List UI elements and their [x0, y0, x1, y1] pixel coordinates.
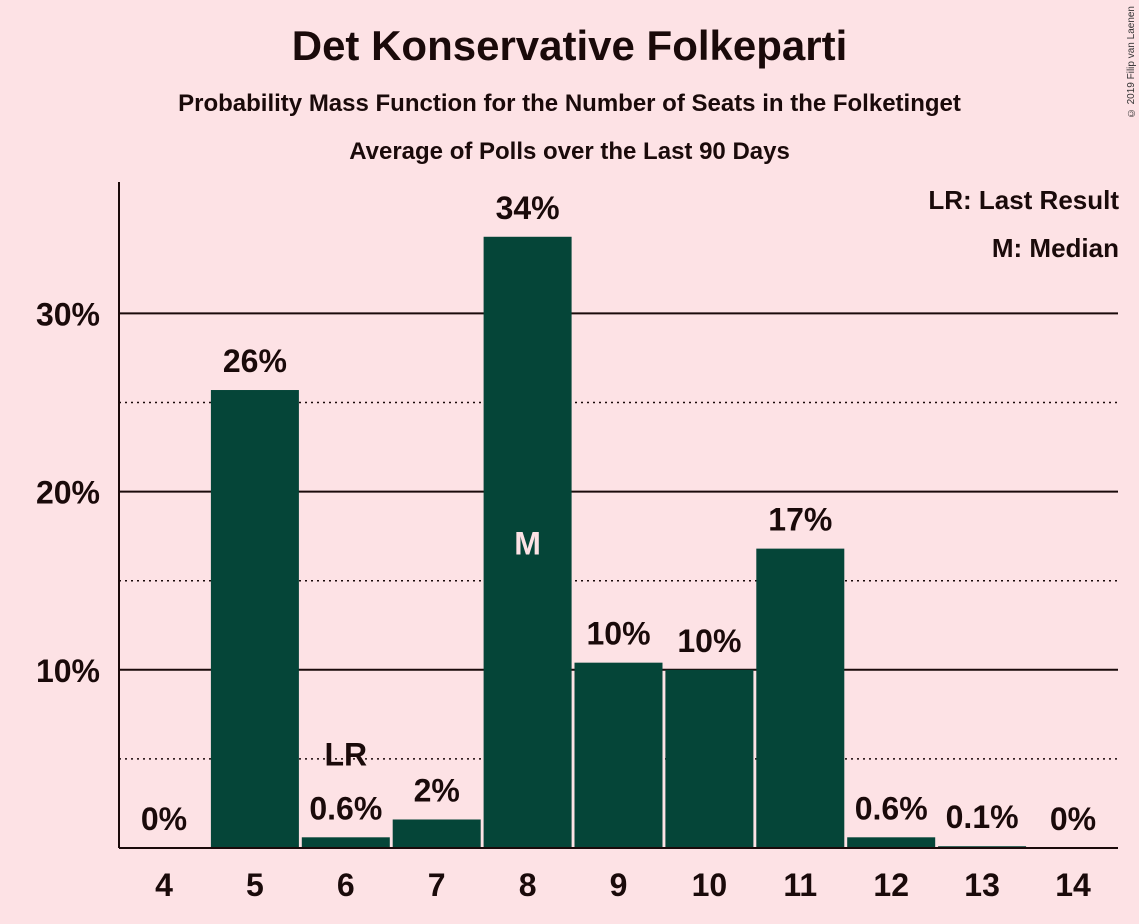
data-label-14: 0% — [1050, 801, 1096, 837]
x-tick-label-6: 6 — [337, 867, 355, 903]
x-tick-label-8: 8 — [519, 867, 537, 903]
x-tick-label-13: 13 — [964, 867, 1000, 903]
bar-11 — [756, 548, 845, 848]
x-tick-label-10: 10 — [692, 867, 728, 903]
x-tick-label-4: 4 — [155, 867, 173, 903]
bar-10 — [665, 669, 754, 848]
bar-12 — [847, 837, 936, 848]
legend-last-result: LR: Last Result — [928, 185, 1119, 215]
data-label-8: 34% — [496, 190, 560, 226]
bar-6 — [301, 837, 390, 848]
x-tick-label-9: 9 — [610, 867, 628, 903]
data-label-10: 10% — [677, 623, 741, 659]
data-label-6: 0.6% — [309, 790, 382, 826]
x-tick-label-5: 5 — [246, 867, 264, 903]
bar-5 — [210, 390, 299, 848]
data-label-7: 2% — [414, 772, 460, 808]
last-result-marker: LR — [324, 736, 367, 772]
data-label-5: 26% — [223, 343, 287, 379]
bar-8 — [483, 236, 572, 849]
chart-subtitle: Probability Mass Function for the Number… — [178, 90, 961, 117]
data-label-12: 0.6% — [855, 790, 928, 826]
bar-7 — [392, 819, 481, 848]
x-tick-label-14: 14 — [1055, 867, 1091, 903]
y-tick-label: 10% — [36, 653, 100, 689]
y-tick-label: 30% — [36, 296, 100, 332]
median-marker: M — [514, 525, 541, 561]
x-tick-label-11: 11 — [783, 867, 817, 903]
y-tick-label: 20% — [36, 475, 100, 511]
chart-title: Det Konservative Folkeparti — [291, 22, 848, 69]
data-label-13: 0.1% — [946, 799, 1019, 835]
chart-subtitle-secondary: Average of Polls over the Last 90 Days — [349, 138, 790, 165]
x-tick-label-12: 12 — [873, 867, 909, 903]
data-label-4: 0% — [141, 801, 187, 837]
bar-9 — [574, 662, 663, 848]
data-label-11: 17% — [768, 502, 832, 538]
data-label-9: 10% — [586, 616, 650, 652]
x-tick-label-7: 7 — [428, 867, 446, 903]
legend-median: M: Median — [991, 233, 1119, 263]
